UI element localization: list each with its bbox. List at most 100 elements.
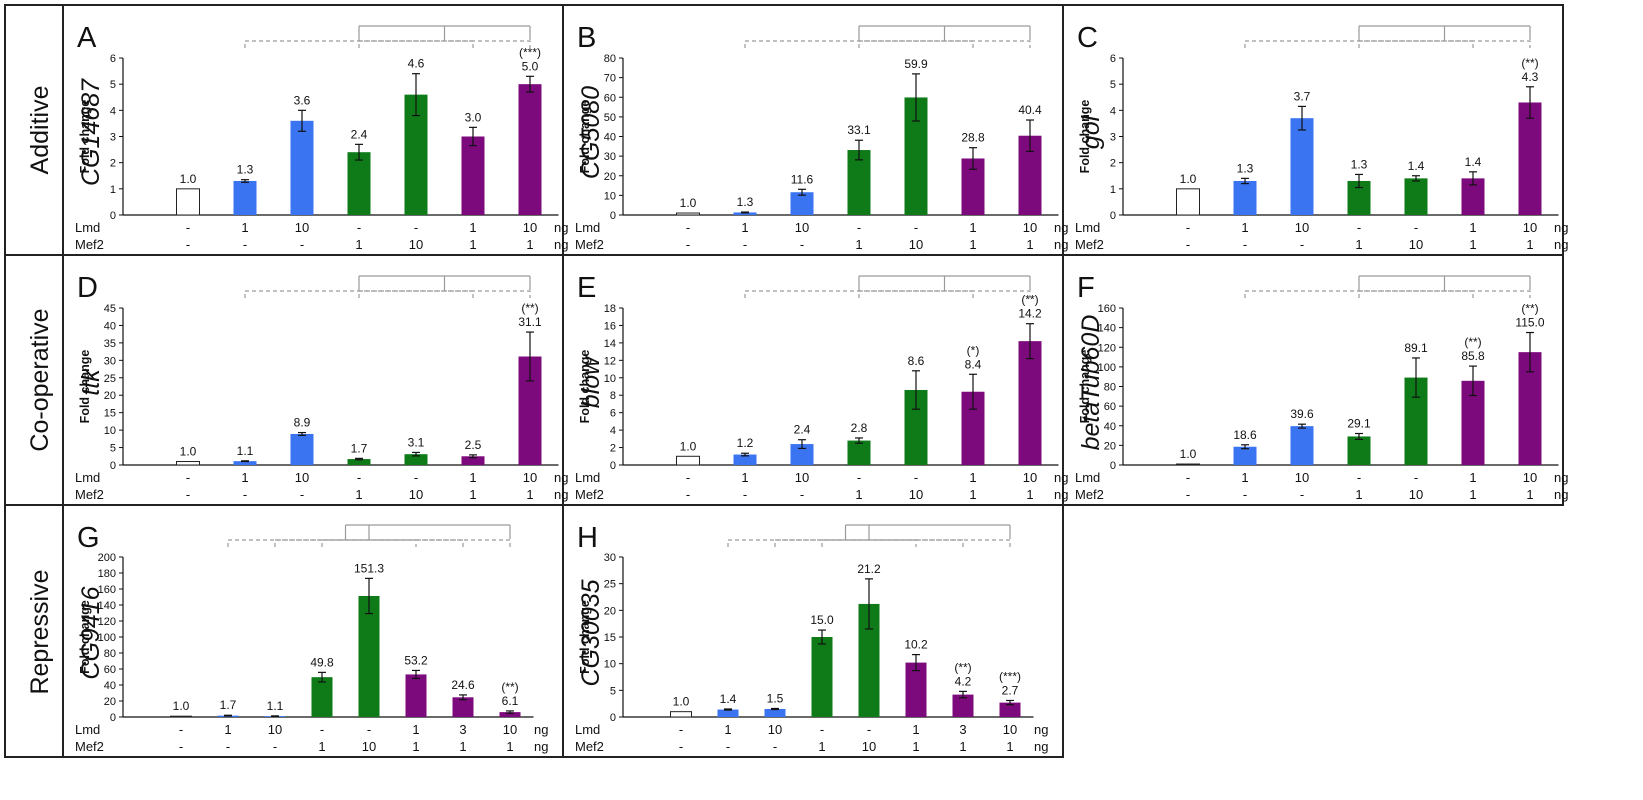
lmd-dose: 3: [959, 722, 966, 737]
mef2-dose: 10: [909, 487, 923, 502]
mef2-dose: 1: [1026, 237, 1033, 252]
mef2-unit: ng: [554, 487, 568, 502]
value-label: 1.1: [267, 699, 284, 713]
y-tick-label: 4: [610, 425, 616, 437]
mef2-dose: 1: [355, 237, 362, 252]
lmd-dose: 1: [912, 722, 919, 737]
dashed-bracket: [321, 539, 417, 547]
comparison-brackets: [244, 25, 531, 48]
y-tick-label: 50: [604, 112, 616, 124]
dashed-bracket: [227, 539, 464, 547]
bar-control: [670, 711, 692, 718]
y-tick-label: 45: [104, 303, 116, 315]
mef2-dose: -: [1300, 487, 1304, 502]
bar-combo: [405, 674, 427, 717]
lmd-dose: -: [1357, 470, 1361, 485]
value-label: 4.6: [408, 57, 425, 71]
y-tick-label: 16: [604, 320, 616, 332]
value-label: 40.4: [1018, 103, 1042, 117]
mef2-dose: 1: [818, 739, 825, 754]
bar-mef2: [1347, 180, 1371, 215]
mef2-row-label: Mef2: [75, 237, 104, 252]
value-label: 2.7: [1002, 683, 1019, 697]
y-axis-label: Fold change: [578, 100, 592, 174]
y-tick-label: 6: [1110, 53, 1116, 65]
comparison-brackets: [727, 524, 1011, 547]
y-tick-label: 10: [604, 659, 616, 671]
lmd-dose: 1: [1469, 220, 1476, 235]
bar-mef2: [847, 440, 871, 465]
comparison-brackets: [744, 275, 1031, 298]
value-label: 151.3: [354, 561, 384, 575]
value-label: 14.2: [1018, 307, 1042, 321]
y-tick-label: 6: [610, 408, 616, 420]
mef2-dose: 10: [1409, 487, 1423, 502]
bar-lmd: [290, 120, 314, 215]
mef2-dose: -: [243, 237, 247, 252]
y-tick-label: 10: [604, 373, 616, 385]
lmd-row-label: Lmd: [575, 470, 600, 485]
lmd-dose: -: [914, 220, 918, 235]
gene-name: CG14687: [77, 78, 105, 186]
lmd-row-label: Lmd: [75, 220, 100, 235]
panel-frames: [4, 4, 1564, 758]
lmd-row-label: Lmd: [75, 722, 100, 737]
y-tick-label: 4: [1110, 105, 1116, 117]
lmd-dose: 10: [795, 470, 809, 485]
mef2-dose: 1: [1469, 487, 1476, 502]
mef2-dose: 1: [1355, 237, 1362, 252]
bar-control: [176, 188, 200, 216]
significance-label: (**): [521, 301, 538, 315]
mef2-dose: 10: [362, 739, 376, 754]
y-tick-label: 40: [1104, 421, 1116, 433]
mef2-dose: -: [300, 487, 304, 502]
y-tick-label: 100: [98, 632, 116, 644]
value-label: 1.3: [1351, 157, 1368, 171]
lmd-dose: 1: [1241, 470, 1248, 485]
y-tick-label: 0: [110, 460, 116, 472]
comparison-brackets: [1244, 275, 1531, 298]
mef2-unit: ng: [1054, 487, 1068, 502]
bar-control: [176, 461, 200, 466]
lmd-dose: 1: [412, 722, 419, 737]
y-tick-label: 60: [1104, 401, 1116, 413]
significance-label: (**): [954, 660, 971, 674]
mef2-dose: 1: [1469, 237, 1476, 252]
y-tick-label: 2: [110, 158, 116, 170]
y-tick-label: 60: [604, 92, 616, 104]
bar-combo: [461, 456, 485, 465]
mef2-dose: 10: [862, 739, 876, 754]
y-tick-label: 6: [110, 53, 116, 65]
lmd-dose: 10: [795, 220, 809, 235]
significance-label: (**): [1521, 56, 1538, 70]
value-label: 1.3: [237, 163, 254, 177]
bar-mef2: [404, 454, 428, 465]
mef2-unit: ng: [1554, 487, 1568, 502]
lmd-dose: -: [867, 722, 871, 737]
lmd-dose: 10: [523, 470, 537, 485]
bar-combo: [961, 391, 985, 465]
mef2-unit: ng: [554, 237, 568, 252]
mef2-dose: 1: [355, 487, 362, 502]
y-tick-label: 30: [104, 355, 116, 367]
lmd-dose: 10: [1023, 470, 1037, 485]
y-tick-label: 20: [604, 171, 616, 183]
y-tick-label: 20: [604, 605, 616, 617]
row-label-additive: Additive: [26, 86, 54, 175]
mef2-dose: -: [686, 237, 690, 252]
mef2-dose: 1: [318, 739, 325, 754]
mef2-dose: -: [1243, 237, 1247, 252]
y-tick-label: 0: [1110, 210, 1116, 222]
mef2-dose: 1: [855, 237, 862, 252]
value-label: 1.0: [680, 196, 697, 210]
lmd-dose: -: [1186, 470, 1190, 485]
y-tick-label: 14: [604, 338, 616, 350]
mef2-dose: 1: [969, 237, 976, 252]
mef2-row-label: Mef2: [75, 739, 104, 754]
y-tick-label: 0: [610, 460, 616, 472]
mef2-row-label: Mef2: [1075, 237, 1104, 252]
frame-e: [562, 254, 1064, 506]
mef2-dose: 1: [459, 739, 466, 754]
